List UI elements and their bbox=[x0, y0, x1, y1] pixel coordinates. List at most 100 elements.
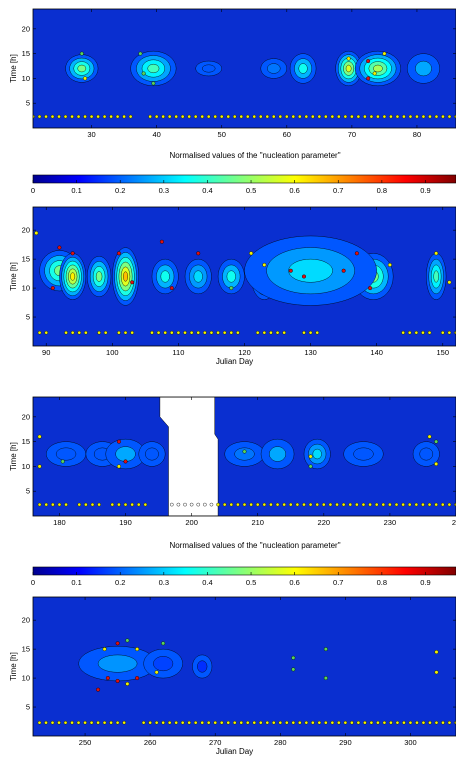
x-tick-label: 230 bbox=[384, 518, 397, 527]
baseline-marker bbox=[232, 114, 237, 119]
baseline-marker bbox=[447, 502, 452, 507]
event-marker bbox=[434, 650, 439, 655]
baseline-marker bbox=[363, 114, 367, 119]
baseline-marker bbox=[427, 330, 432, 335]
colorbar-tick-label: 0.2 bbox=[115, 578, 125, 587]
baseline-marker bbox=[51, 502, 55, 507]
y-tick-label: 5 bbox=[26, 99, 30, 108]
baseline-marker bbox=[200, 114, 204, 119]
baseline-marker bbox=[382, 114, 387, 119]
baseline-marker bbox=[216, 330, 220, 335]
baseline-marker bbox=[229, 502, 234, 507]
baseline-marker bbox=[288, 502, 293, 507]
baseline-marker bbox=[150, 330, 154, 335]
contour-level bbox=[201, 64, 216, 73]
x-tick-label: 110 bbox=[172, 348, 184, 357]
event-marker bbox=[60, 459, 65, 464]
baseline-marker bbox=[255, 502, 260, 507]
x-tick-label: 250 bbox=[79, 738, 92, 747]
baseline-marker bbox=[83, 114, 87, 119]
event-marker bbox=[447, 280, 452, 285]
baseline-marker bbox=[236, 330, 240, 335]
event-marker bbox=[229, 286, 234, 291]
x-tick-label: 24 bbox=[452, 518, 456, 527]
event-marker bbox=[382, 51, 387, 56]
baseline-marker bbox=[447, 330, 452, 335]
contour-level bbox=[226, 270, 236, 283]
panel-2: 90 100 110 120 130 140 150 5 10 15 20 Time [h] Julia… bbox=[9, 206, 456, 366]
baseline-marker bbox=[117, 330, 121, 335]
baseline-marker bbox=[226, 720, 231, 725]
baseline-marker bbox=[415, 114, 419, 119]
baseline-marker bbox=[414, 502, 419, 507]
colorbar-1-gradient bbox=[32, 174, 456, 184]
baseline-marker bbox=[130, 330, 134, 335]
baseline-marker bbox=[64, 330, 68, 335]
event-marker bbox=[323, 647, 328, 652]
x-tick-label: 200 bbox=[185, 518, 198, 527]
baseline-marker bbox=[96, 114, 100, 119]
baseline-marker bbox=[317, 114, 322, 119]
colorbar-tick-label: 0.9 bbox=[420, 186, 430, 195]
event-marker bbox=[138, 51, 143, 56]
heatmap-contours bbox=[37, 638, 456, 725]
panel-4: 250 260 270 280 290 300 5 10 15 20 Time [h] Julian … bbox=[9, 596, 456, 756]
baseline-marker bbox=[37, 502, 42, 507]
baseline-marker bbox=[369, 114, 374, 119]
baseline-marker bbox=[44, 502, 49, 507]
event-marker bbox=[169, 286, 174, 291]
contour-level bbox=[269, 446, 287, 462]
x-tick-label: 90 bbox=[42, 348, 50, 357]
baseline-marker bbox=[57, 502, 62, 507]
baseline-marker bbox=[232, 720, 237, 725]
baseline-marker bbox=[70, 720, 74, 725]
event-marker bbox=[116, 464, 121, 469]
baseline-marker bbox=[44, 114, 48, 119]
colorbar-tick-label: 0.4 bbox=[202, 578, 212, 587]
baseline-marker bbox=[265, 720, 270, 725]
colorbar-tick-label: 0.2 bbox=[115, 186, 125, 195]
colorbar-tick-label: 0 bbox=[31, 578, 35, 587]
contour-level bbox=[288, 258, 333, 283]
baseline-marker bbox=[115, 720, 120, 725]
panel-3: 180 190 200 210 220 230 24 5 10 15 20 Time [h] bbox=[9, 396, 456, 527]
event-marker bbox=[434, 439, 439, 444]
event-marker bbox=[161, 641, 166, 646]
baseline-marker bbox=[102, 114, 107, 119]
baseline-marker bbox=[395, 720, 400, 725]
baseline-marker bbox=[50, 720, 55, 725]
baseline-marker bbox=[275, 330, 280, 335]
baseline-marker bbox=[376, 114, 380, 119]
baseline-marker bbox=[315, 502, 320, 507]
x-tick-label: 190 bbox=[119, 518, 132, 527]
baseline-marker bbox=[156, 330, 161, 335]
contour-level bbox=[419, 447, 434, 461]
baseline-marker bbox=[252, 720, 257, 725]
colorbar-2: 0 0.1 0.2 0.3 0.4 0.5 0.6 0.7 0.8 0.9 bbox=[31, 566, 456, 587]
baseline-marker bbox=[84, 502, 88, 507]
y-tick-label: 20 bbox=[22, 226, 30, 235]
baseline-marker bbox=[421, 720, 426, 725]
baseline-marker bbox=[200, 720, 204, 725]
event-marker bbox=[105, 676, 110, 681]
colorbar-tick-label: 0.4 bbox=[202, 186, 212, 195]
colorbar-tick-label: 0.3 bbox=[159, 186, 169, 195]
baseline-marker bbox=[213, 114, 218, 119]
baseline-marker bbox=[96, 720, 100, 725]
baseline-marker bbox=[206, 720, 211, 725]
event-marker bbox=[308, 464, 313, 469]
baseline-marker bbox=[421, 330, 425, 335]
baseline-marker bbox=[304, 720, 309, 725]
baseline-marker bbox=[291, 720, 296, 725]
x-axis-label: Julian Day bbox=[216, 747, 253, 756]
baseline-marker bbox=[196, 502, 201, 507]
colorbar-2-ticks: 0 0.1 0.2 0.3 0.4 0.5 0.6 0.7 0.8 0.9 bbox=[31, 572, 431, 587]
event-marker bbox=[154, 670, 159, 675]
heatmap-contours bbox=[33, 50, 456, 119]
baseline-marker bbox=[97, 502, 101, 507]
baseline-marker bbox=[278, 114, 283, 119]
event-marker bbox=[115, 678, 120, 683]
event-marker bbox=[434, 670, 439, 675]
baseline-marker bbox=[311, 720, 315, 725]
